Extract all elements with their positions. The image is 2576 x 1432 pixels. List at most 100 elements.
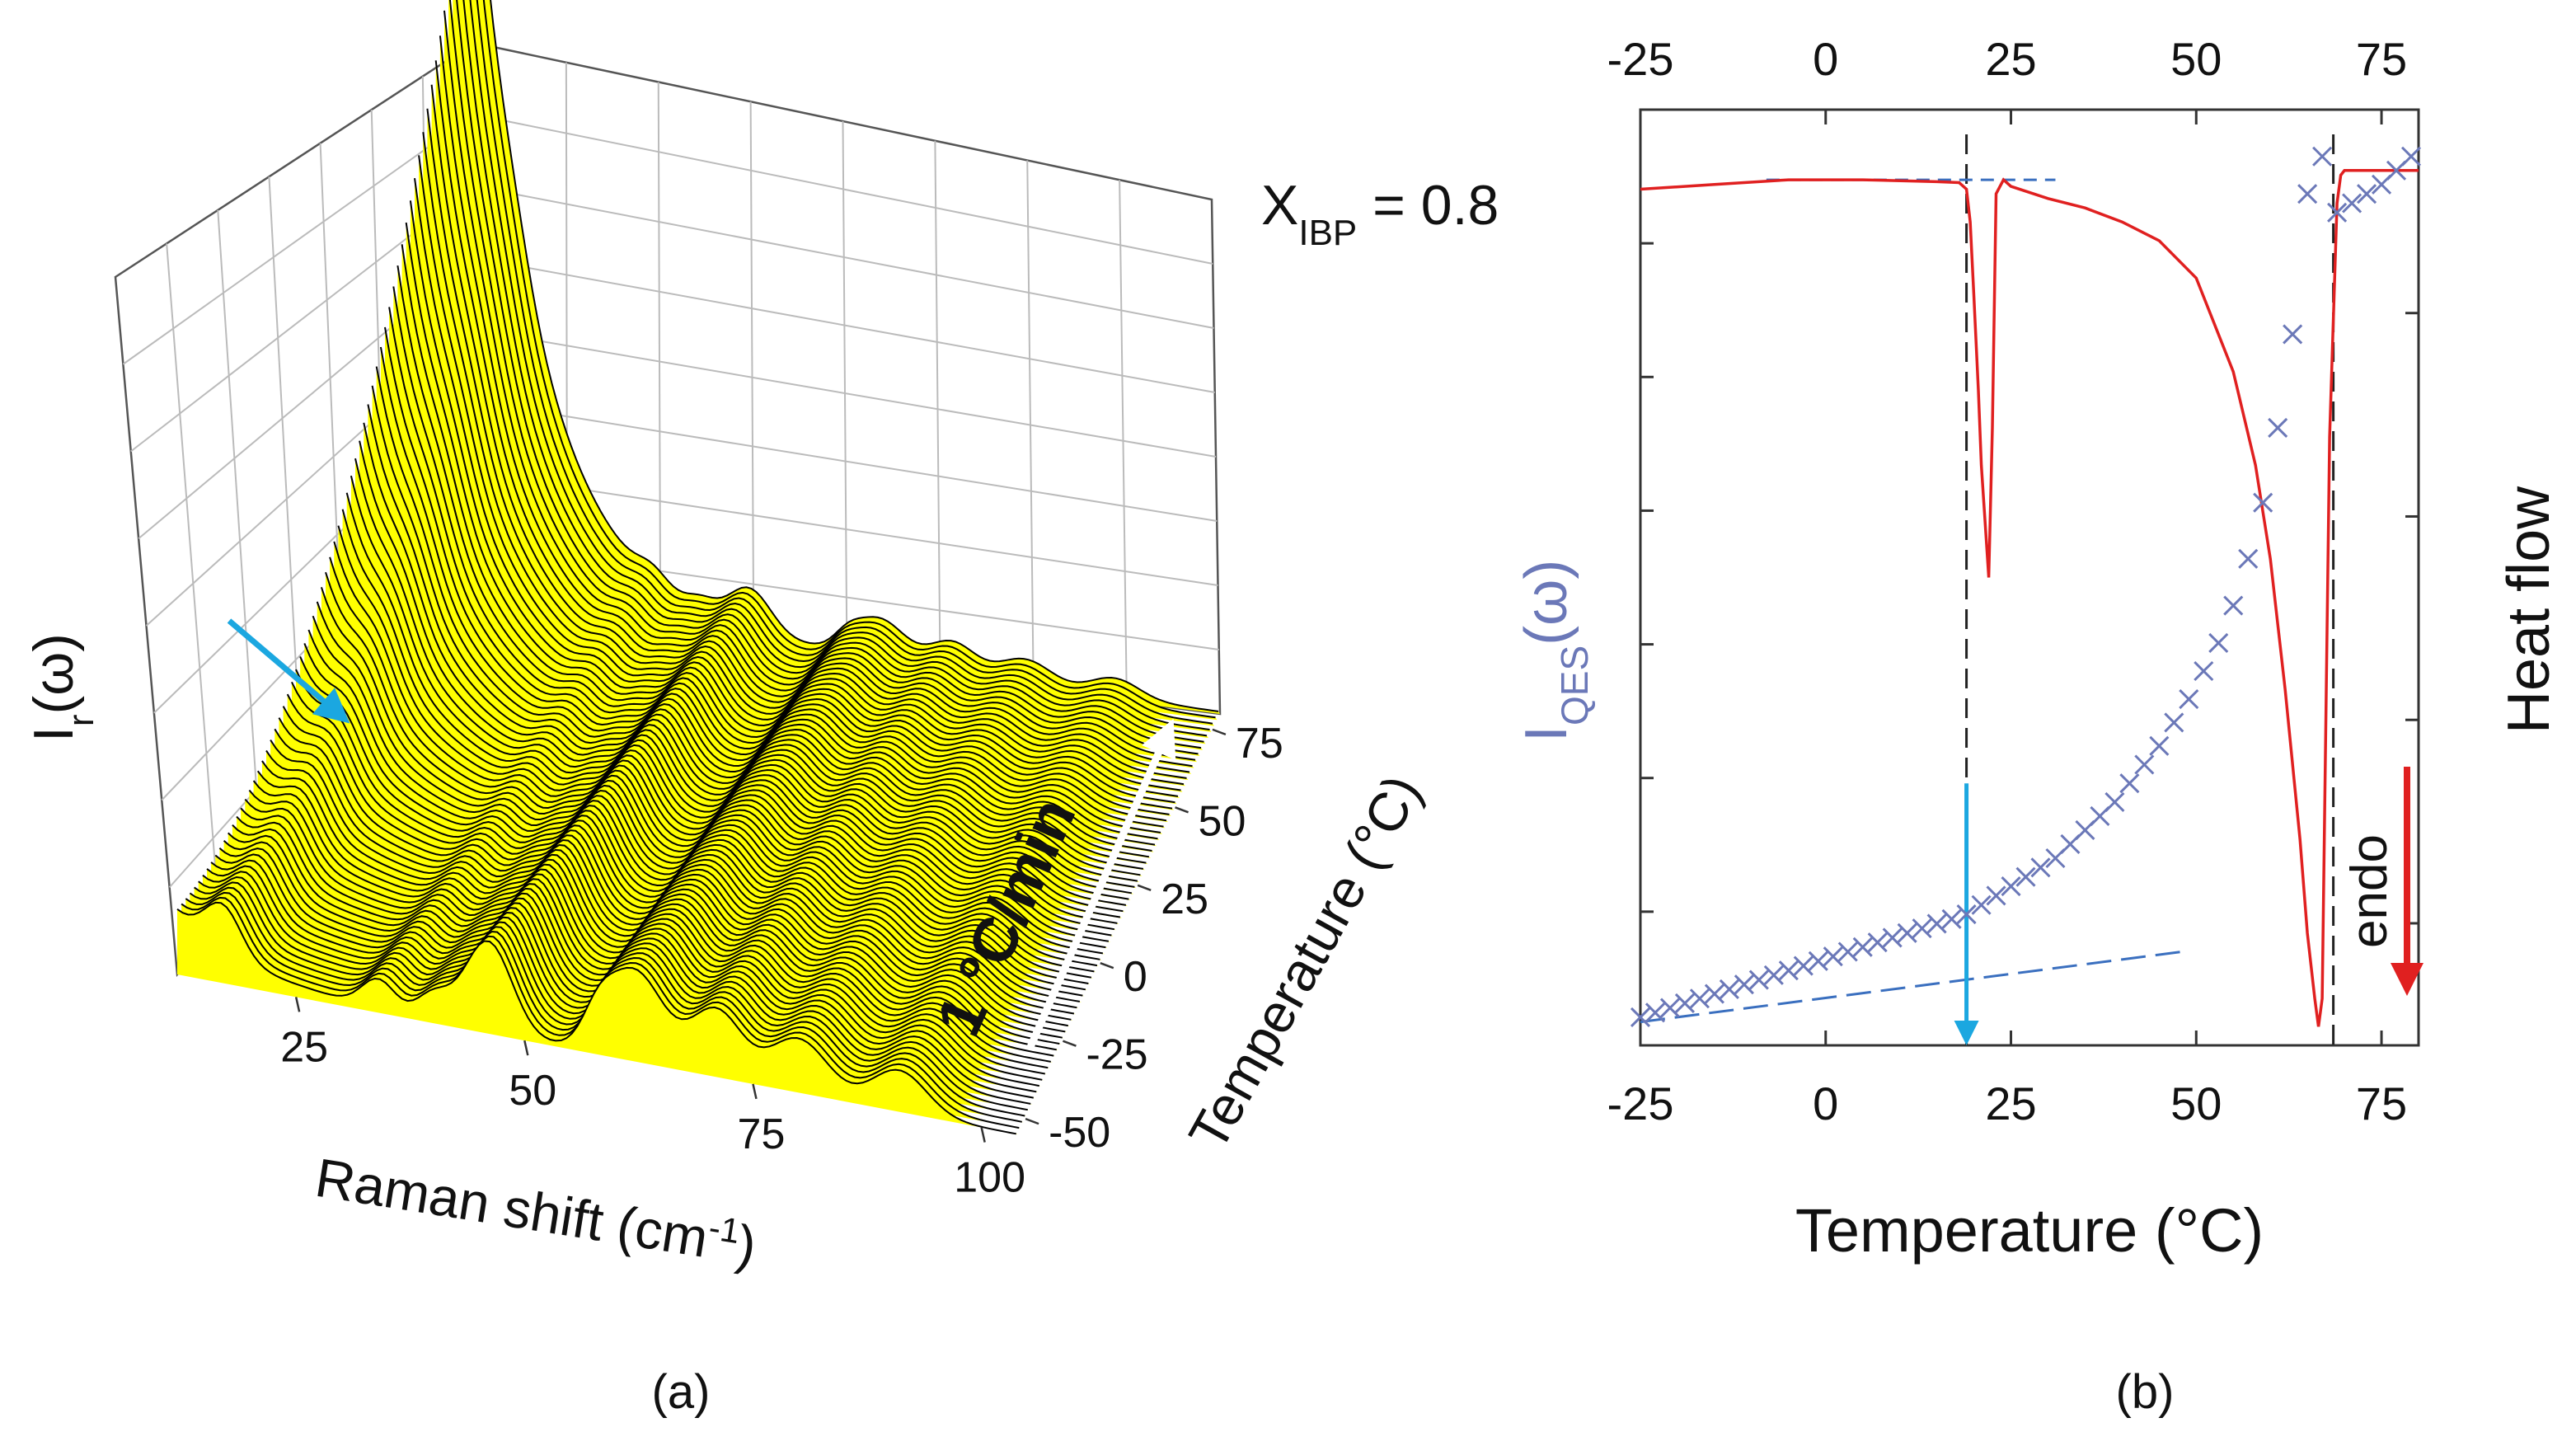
iqes-marker [2104, 791, 2125, 812]
heat-flow-line [1640, 169, 2419, 1027]
iqes-marker [2119, 773, 2140, 794]
iqes-marker [1704, 984, 1724, 1004]
iqes-marker [2327, 202, 2348, 223]
iqes-marker [1808, 951, 1828, 971]
iqes-marker [2223, 595, 2244, 616]
panel-a-3d-waterfall: 25 50 75 100 -50 -25 0 25 50 75 Raman shift (cm-1… [22, 0, 1499, 1419]
spectrum-curve [345, 492, 1133, 894]
spectrum-curve [350, 475, 1135, 888]
iqes-marker [1912, 918, 1932, 939]
x-tick [752, 1083, 758, 1100]
grid-line [473, 114, 1213, 265]
panel-b-ticks: -25 0 25 50 75 -25 0 25 50 75 [1607, 33, 2419, 1129]
y-tick-label: -25 [1086, 1031, 1147, 1079]
y-tick-label: 75 [1236, 720, 1283, 768]
spectrum-curve [469, 0, 1210, 730]
composition-annotation: XIBP = 0.8 [1261, 174, 1499, 253]
iqes-marker [1793, 955, 1814, 976]
x-tick-label-bottom: 75 [2356, 1078, 2407, 1129]
spectrum-curve [384, 326, 1158, 840]
iqes-marker [1689, 988, 1710, 1009]
x-tick-label-bottom: 25 [1985, 1078, 2036, 1129]
spectrum-curve [430, 84, 1190, 773]
iqes-marker [2268, 417, 2288, 438]
spectrum-fill [385, 326, 1160, 840]
panel-b-iqes-markers [1630, 146, 2422, 1028]
y-tick [1100, 962, 1114, 970]
spectrum-fill [380, 347, 1157, 847]
spectrum-fill [287, 694, 1093, 979]
spectrum-curve [375, 366, 1152, 852]
iqes-marker [1867, 932, 1888, 953]
iqes-marker [2134, 754, 2155, 775]
y-tick [1063, 1040, 1077, 1047]
iqes-marker [1748, 970, 1769, 990]
spectrum-curve [462, 0, 1208, 737]
iqes-marker [2164, 712, 2184, 733]
grid-line [473, 472, 1218, 586]
iqes-marker [2208, 632, 2229, 654]
panel-a-surface [176, 0, 1220, 1135]
x-tick-label: 50 [509, 1067, 556, 1115]
x-tick-label-bottom: 50 [2170, 1078, 2222, 1129]
iqes-marker [1645, 1002, 1666, 1023]
iqes-marker [2400, 146, 2422, 167]
iqes-marker [2297, 184, 2318, 204]
y-tick [1137, 884, 1152, 891]
iqes-marker [2194, 660, 2214, 682]
iqes-marker [1823, 946, 1843, 967]
panel-b-ylabel-right: Heat flow [2496, 486, 2562, 734]
fit-dashed [1640, 951, 2182, 1024]
iqes-marker [1719, 979, 1739, 999]
spectrum-curve [422, 132, 1185, 786]
iqes-marker [1971, 894, 1992, 915]
spectrum-curve [371, 385, 1150, 858]
panel-a-ticks: 25 50 75 100 -50 -25 0 25 50 75 [280, 720, 1283, 1202]
panel-b-chart: -25 0 25 50 75 -25 0 25 50 75 Temperature (°C) IQ… [1513, 33, 2562, 1419]
iqes-marker [1941, 908, 1962, 929]
spectrum-curve [414, 177, 1179, 797]
iqes-marker [1926, 913, 1947, 934]
panel-b-heat-flow [1640, 169, 2419, 1027]
spectrum-curve [392, 286, 1164, 828]
spectrum-curve [354, 458, 1138, 882]
iqes-marker [1630, 1007, 1651, 1028]
y-tick-label: 25 [1161, 876, 1208, 923]
iqes-marker [2015, 866, 2036, 887]
iqes-marker [1897, 923, 1917, 943]
x-tick-label-top: 50 [2170, 33, 2222, 85]
iqes-marker [1659, 998, 1681, 1018]
spectrum-curve [363, 422, 1144, 870]
grid-line [473, 329, 1217, 458]
grid-line [122, 114, 475, 365]
spectrum-curve [379, 346, 1156, 846]
spectrum-curve [443, 10, 1199, 755]
x-tick-label: 75 [738, 1110, 786, 1158]
spectrum-curve [434, 60, 1193, 768]
panel-b-ylabel-left: IQES(ω) [1513, 560, 1596, 742]
spectrum-curve [409, 200, 1175, 804]
iqes-marker [2030, 857, 2051, 878]
x-tick-label-top: -25 [1607, 33, 1674, 85]
iqes-marker [2001, 876, 2021, 897]
spectrum-curve [476, 0, 1213, 725]
iqes-marker [1763, 965, 1784, 985]
endo-label: endo [2341, 834, 2398, 948]
x-tick-label-top: 0 [1813, 33, 1838, 85]
spectrum-curve [396, 265, 1167, 822]
spectrum-curve [418, 155, 1181, 791]
y-tick [1212, 728, 1227, 736]
iqes-marker [2312, 146, 2333, 167]
heating-rate-arrow [1026, 718, 1176, 1049]
panel-a-xlabel: Raman shift (cm-1) [312, 1145, 761, 1276]
iqes-marker [1837, 941, 1858, 962]
iqes-marker [1778, 960, 1799, 981]
x-tick-label: 100 [954, 1154, 1025, 1202]
panel-a-blue-arrow [227, 618, 350, 724]
spectrum-curve [337, 525, 1127, 906]
x-tick-label: 25 [280, 1023, 328, 1071]
panel-b-guides [1640, 134, 2335, 1045]
spectrum-curve [482, 0, 1216, 719]
spectrum-curve [456, 0, 1204, 743]
